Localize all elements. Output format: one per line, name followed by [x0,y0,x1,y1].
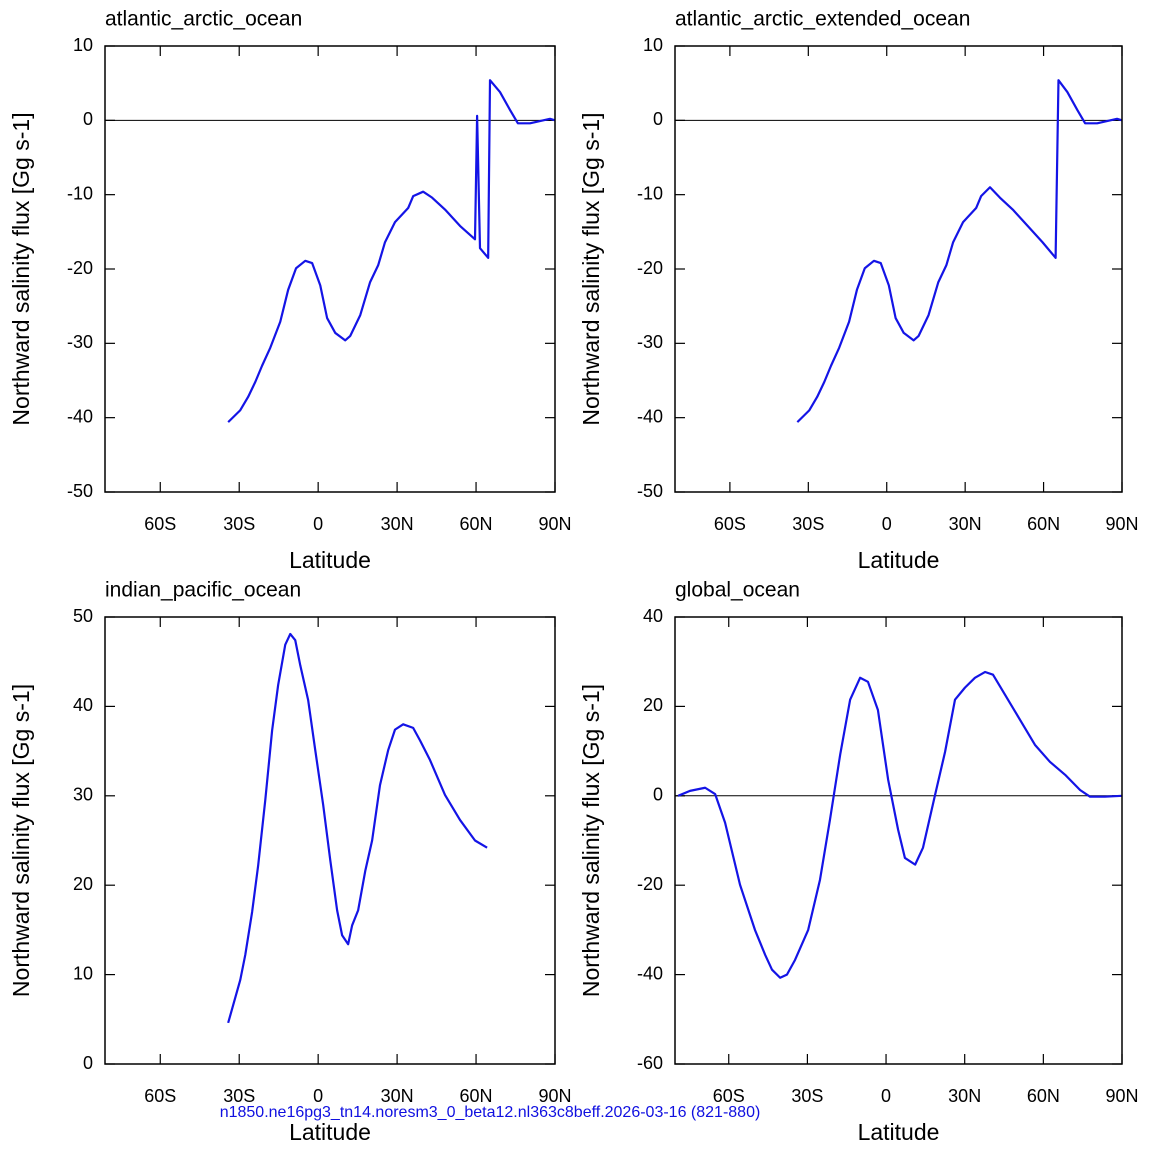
y-tick-label: -50 [637,481,663,501]
x-axis-title: Latitude [858,547,940,573]
x-tick-label: 30N [949,514,982,534]
x-axis-title: Latitude [289,1119,371,1145]
y-tick-label: 30 [73,785,93,805]
data-line [796,79,1123,423]
plot-frame [104,45,556,493]
x-tick-label: 90N [1105,514,1138,534]
x-tick-label: 90N [1105,1086,1138,1106]
x-tick-label: 30N [381,514,414,534]
y-tick-label: 10 [73,963,93,983]
panel-title: atlantic_arctic_extended_ocean [675,8,970,31]
y-tick-label: -20 [67,258,93,278]
x-tick-label: 30S [791,1086,823,1106]
x-tick-label: 60S [714,514,746,534]
y-axis-title: Northward salinity flux [Gg s-1] [578,112,604,425]
x-tick-label: 60S [713,1086,745,1106]
y-tick-label: -60 [637,1053,663,1073]
x-tick-label: 60N [460,1086,493,1106]
y-tick-label: 50 [73,606,93,626]
y-tick-label: -40 [67,406,93,426]
y-tick-label: -10 [637,183,663,203]
x-tick-label: 60N [460,514,493,534]
y-tick-label: -40 [637,406,663,426]
y-tick-label: 10 [73,35,93,55]
footer-text: n1850.ne16pg3_tn14.noresm3_0_beta12.nl36… [220,1104,761,1121]
data-line [227,632,488,1024]
x-axis-title: Latitude [858,1119,940,1145]
y-tick-label: 20 [643,695,663,715]
y-tick-label: -20 [637,874,663,894]
plot-frame [104,616,556,1065]
y-axis-title: Northward salinity flux [Gg s-1] [8,684,34,997]
data-line [677,670,1123,979]
y-axis-title: Northward salinity flux [Gg s-1] [8,112,34,425]
x-tick-label: 0 [882,514,892,534]
plot-frame [674,616,1123,1065]
x-axis-title: Latitude [289,547,371,573]
x-tick-label: 60S [144,1086,176,1106]
x-tick-label: 60N [1027,514,1060,534]
x-tick-label: 90N [538,514,571,534]
y-tick-label: -30 [637,332,663,352]
y-tick-label: -20 [637,258,663,278]
x-tick-label: 30S [223,1086,255,1106]
x-tick-label: 0 [881,1086,891,1106]
x-tick-label: 30S [792,514,824,534]
panel-title: global_ocean [675,579,800,602]
y-tick-label: 0 [83,109,93,129]
x-tick-label: 30S [223,514,255,534]
y-tick-label: -40 [637,963,663,983]
y-tick-label: -10 [67,183,93,203]
y-tick-label: -50 [67,481,93,501]
panel-title: indian_pacific_ocean [105,579,301,602]
y-tick-label: 20 [73,874,93,894]
y-tick-label: 40 [643,606,663,626]
x-tick-label: 60N [1027,1086,1060,1106]
plot-frame [674,45,1123,493]
x-tick-label: 60S [144,514,176,534]
y-tick-label: 0 [653,785,663,805]
y-tick-label: -30 [67,332,93,352]
x-tick-label: 90N [538,1086,571,1106]
x-tick-label: 0 [313,514,323,534]
y-tick-label: 0 [653,109,663,129]
y-axis-title: Northward salinity flux [Gg s-1] [578,684,604,997]
x-tick-label: 0 [313,1086,323,1106]
y-tick-label: 10 [643,35,663,55]
panel-title: atlantic_arctic_ocean [105,8,302,31]
y-tick-label: 40 [73,695,93,715]
x-tick-label: 30N [381,1086,414,1106]
x-tick-label: 30N [948,1086,981,1106]
y-tick-label: 0 [83,1053,93,1073]
data-line [227,79,556,423]
